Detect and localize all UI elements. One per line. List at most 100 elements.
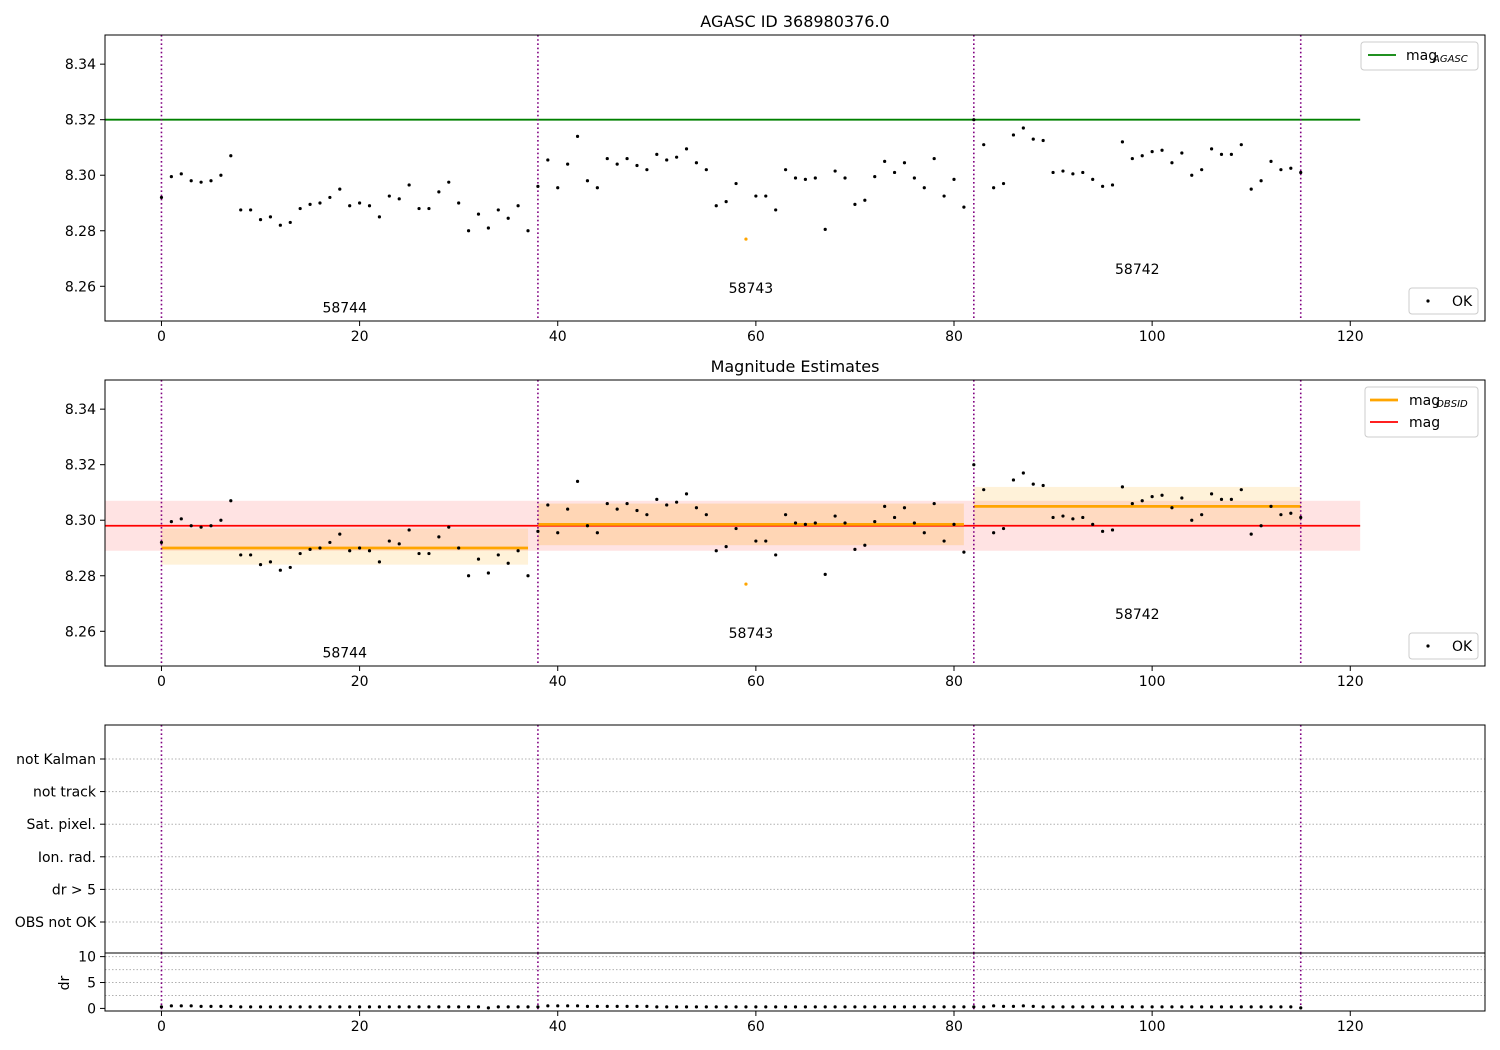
- ok-point: [1081, 170, 1085, 175]
- dr-point: [1031, 1004, 1035, 1008]
- y-axis-label: dr: [57, 975, 73, 990]
- ok-point: [1160, 493, 1164, 497]
- ok-point: [912, 176, 916, 180]
- ok-point: [833, 514, 837, 518]
- dr-point: [506, 1005, 510, 1009]
- dr-point: [516, 1005, 520, 1009]
- ok-point: [397, 197, 401, 201]
- ok-point: [942, 539, 946, 543]
- ok-point: [863, 198, 867, 202]
- y-tick-label: 8.34: [65, 57, 96, 73]
- ok-point: [843, 521, 847, 525]
- ok-point: [1041, 138, 1045, 143]
- ok-point: [1190, 173, 1194, 177]
- dr-point: [447, 1005, 451, 1009]
- ok-point: [734, 181, 738, 186]
- dr-point: [159, 1005, 164, 1009]
- ok-point: [962, 205, 966, 209]
- dr-point: [803, 1005, 808, 1009]
- ok-point: [754, 194, 758, 198]
- ok-point: [486, 571, 490, 575]
- dr-point: [1239, 1005, 1243, 1009]
- ok-point: [1091, 177, 1095, 181]
- axes-frame: [104, 34, 1486, 322]
- ok-point: [536, 184, 540, 188]
- dr-point: [853, 1005, 857, 1009]
- ok-point: [655, 152, 659, 156]
- ok-point: [566, 507, 570, 511]
- x-tick-label: 100: [1139, 329, 1166, 345]
- panel-agasc: 58744 58743 58742 0 20 40 60 80 100 120 8.26 8.28 8.…: [65, 12, 1486, 345]
- ok-point: [1051, 170, 1055, 175]
- dr-point: [1180, 1005, 1184, 1009]
- ok-point: [1229, 497, 1233, 501]
- ok-point: [407, 528, 411, 532]
- ok-point: [546, 158, 550, 162]
- x-tick-label: 80: [945, 329, 963, 345]
- y-tick-label: 8.30: [65, 168, 96, 184]
- ok-point: [358, 201, 362, 205]
- dr-point: [675, 1005, 679, 1009]
- dr-point: [1120, 1005, 1125, 1009]
- dr-point: [952, 1005, 956, 1009]
- ok-point: [179, 172, 183, 176]
- ok-point: [585, 524, 590, 528]
- legend-box: [1408, 632, 1479, 660]
- ok-point: [1200, 513, 1204, 517]
- ok-point: [169, 175, 173, 179]
- ok-point: [793, 176, 798, 180]
- outlier-point: [744, 582, 748, 586]
- dr-point: [873, 1005, 877, 1009]
- dr-point: [694, 1005, 699, 1009]
- dr-point: [278, 1005, 282, 1009]
- ok-point: [367, 204, 372, 208]
- dr-point: [189, 1004, 193, 1008]
- ok-point: [694, 161, 699, 165]
- dr-point: [635, 1004, 639, 1008]
- x-tick-label: 20: [351, 1019, 369, 1035]
- ok-point: [793, 521, 798, 525]
- dr-point: [823, 1005, 827, 1009]
- x-tick-label: 40: [549, 329, 567, 345]
- flag-row-label: not track: [33, 785, 97, 801]
- ok-point: [1011, 133, 1016, 137]
- dr-point: [645, 1004, 649, 1008]
- dr-point: [992, 1004, 996, 1008]
- ok-point: [288, 220, 292, 225]
- ok-point: [1249, 532, 1253, 536]
- ok-point: [754, 539, 758, 543]
- ok-point: [645, 168, 649, 172]
- dr-point: [1200, 1005, 1204, 1009]
- ok-point: [1091, 522, 1095, 526]
- ok-point: [1120, 140, 1125, 144]
- flag-row-label: not Kalman: [16, 752, 96, 768]
- legend-label-subscript: AGASC: [1432, 54, 1468, 65]
- ok-point: [1269, 159, 1273, 163]
- ok-point: [229, 154, 233, 158]
- ok-point: [268, 215, 273, 219]
- dr-point: [972, 1005, 976, 1009]
- x-tick-label: 100: [1139, 1019, 1166, 1035]
- legend-swatch-point: [1426, 644, 1430, 648]
- ok-point: [209, 179, 213, 183]
- dr-point: [962, 1005, 966, 1009]
- ok-point: [486, 226, 490, 230]
- dr-point: [1130, 1005, 1134, 1009]
- dr-point: [575, 1004, 580, 1008]
- dr-point: [754, 1005, 758, 1009]
- dr-point: [417, 1005, 421, 1009]
- dr-point: [1001, 1004, 1006, 1008]
- ok-point: [1299, 515, 1303, 520]
- dr-point: [466, 1005, 471, 1009]
- legend-box: [1360, 41, 1479, 71]
- dr-point: [219, 1004, 223, 1008]
- ok-point: [1041, 483, 1045, 488]
- dr-point: [338, 1005, 342, 1009]
- ok-point: [813, 521, 817, 525]
- outlier-point: [744, 237, 748, 241]
- ok-point: [179, 517, 183, 521]
- dr-point: [367, 1005, 372, 1009]
- ok-point: [1101, 184, 1105, 188]
- ok-point: [1209, 492, 1214, 496]
- ok-point: [704, 168, 708, 172]
